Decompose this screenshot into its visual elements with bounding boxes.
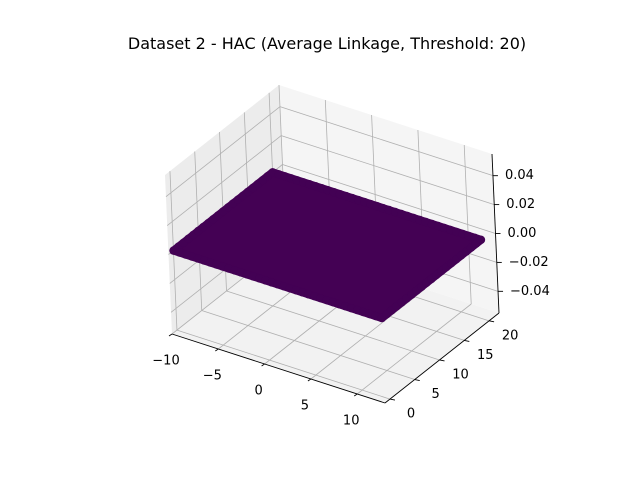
y-tick-label: 5 bbox=[432, 387, 440, 402]
z-tick-label: 0.02 bbox=[506, 197, 535, 212]
x-tick-label-mark bbox=[307, 378, 312, 382]
z-gridline-back bbox=[279, 106, 494, 177]
z-gridline-left bbox=[166, 135, 282, 226]
x-gridline-floor bbox=[356, 303, 472, 395]
x-tick-label: 5 bbox=[301, 399, 309, 414]
y-tick-label: 10 bbox=[452, 368, 469, 383]
y-gridline-floor bbox=[176, 329, 391, 400]
z-gridline-back bbox=[282, 164, 496, 234]
y-tick-label-mark bbox=[414, 379, 420, 381]
y-tick-label: 20 bbox=[502, 328, 519, 343]
y-gridline-floor bbox=[201, 310, 415, 380]
z-tick-label: −0.02 bbox=[509, 255, 549, 270]
y-tick-label-mark bbox=[464, 339, 470, 342]
data-points bbox=[169, 168, 486, 323]
z-gridline-back bbox=[281, 135, 495, 205]
x-tick-label: −10 bbox=[152, 354, 179, 369]
z-tick-label: 0.04 bbox=[505, 168, 534, 183]
y-gridline-floor bbox=[226, 290, 440, 361]
y-tick-label-mark bbox=[439, 359, 445, 362]
x-tick-label: 10 bbox=[343, 414, 360, 429]
x-tick-label: 0 bbox=[254, 384, 262, 399]
x-tick-label-mark bbox=[353, 393, 358, 397]
data-point bbox=[476, 235, 486, 244]
z-gridline-left bbox=[165, 106, 281, 197]
x-axis-line bbox=[171, 333, 386, 404]
x-tick-label-mark bbox=[215, 348, 219, 352]
x-tick-label-mark bbox=[261, 363, 265, 367]
y-axis-line bbox=[384, 312, 500, 404]
x-tick-label: −5 bbox=[203, 369, 222, 384]
chart-title: Dataset 2 - HAC (Average Linkage, Thresh… bbox=[128, 34, 526, 53]
tick-labels: −10 −5 0 5 10 0 5 10 15 20 −0.04 −0.02 0.00 0.02 0.04 bbox=[152, 168, 550, 428]
y-tick-label: 15 bbox=[477, 348, 494, 363]
x-tick-label-mark bbox=[168, 333, 173, 337]
y-tick-label-mark bbox=[389, 398, 396, 401]
z-tick-label: 0.00 bbox=[508, 226, 537, 241]
z-tick-label: −0.04 bbox=[510, 284, 550, 299]
y-tick-label-mark bbox=[488, 320, 495, 323]
y-tick-label: 0 bbox=[407, 407, 415, 422]
floor-pane bbox=[172, 244, 499, 403]
